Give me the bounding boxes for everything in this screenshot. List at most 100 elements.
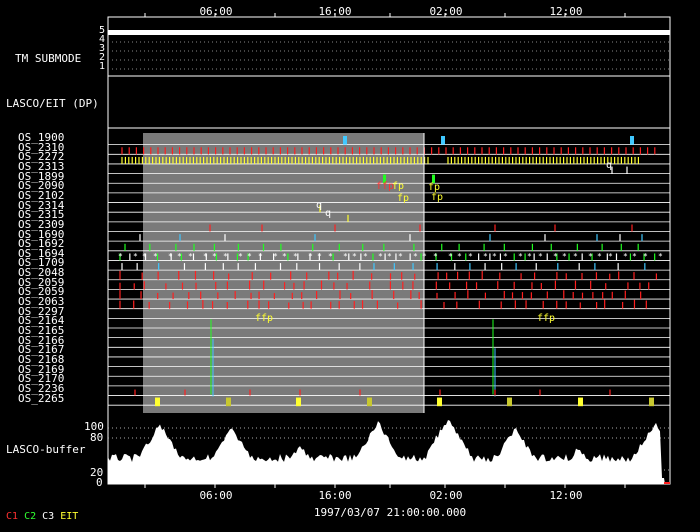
os-1694-star: *	[133, 252, 138, 261]
top-tick-0: 06:00	[199, 5, 233, 18]
os-row-label: OS_2314	[18, 198, 65, 212]
os-1694-star: *	[433, 252, 438, 261]
os-row-label: OS_2048	[18, 266, 65, 280]
os-row-label: OS_2170	[18, 372, 65, 386]
legend-eit: EIT	[60, 511, 79, 522]
os-row-label: OS_1900	[18, 131, 65, 144]
os-row-label: OS_2164	[18, 314, 65, 328]
os-2265-block	[296, 397, 301, 407]
os-row-label: OS_2272	[18, 150, 65, 164]
os-1694-star: *	[398, 252, 403, 261]
os-1694-star: *	[387, 252, 392, 261]
os-row-label: OS_1899	[18, 169, 65, 183]
buffer-label: LASCO-buffer	[6, 443, 86, 456]
os-row-label: OS_1690	[18, 227, 65, 241]
os-2265-block	[367, 397, 372, 407]
legend-c2: C2	[24, 511, 37, 522]
os-row-label: OS_2236	[18, 381, 65, 395]
lasco-eit-label: LASCO/EIT (DP)	[6, 97, 99, 110]
os-1694-star: *	[328, 252, 333, 261]
os-1899-block	[383, 174, 386, 184]
os-row-label: OS_1692	[18, 237, 65, 251]
mark-q-1: q	[316, 200, 323, 211]
os-1694-star: *	[308, 252, 313, 261]
mark-fp-4: fp	[431, 192, 444, 203]
mark-ffp-3: ffp	[537, 313, 556, 324]
footer-timestamp: 1997/03/07 21:00:00.000	[313, 506, 467, 519]
os-2265-block	[437, 397, 442, 407]
bottom-tick-3: 12:00	[549, 489, 583, 502]
os-2265-block	[507, 397, 512, 407]
os-1694-star: *	[608, 252, 613, 261]
top-tick-3: 12:00	[549, 5, 583, 18]
buffer-tick-100: 100	[84, 420, 104, 433]
os-row-label: OS_2063	[18, 295, 65, 309]
mark-q-3: q	[606, 160, 613, 171]
mark-ffp-2: ffp	[255, 313, 274, 324]
os-1694-star: *	[258, 252, 263, 261]
top-tick-1: 16:00	[318, 5, 352, 18]
mark-fp-3: fp	[428, 182, 441, 193]
os-1694-star: *	[623, 252, 628, 261]
buffer-area	[108, 420, 665, 484]
os-1694-star: *	[177, 252, 182, 261]
top-tick-2: 02:00	[429, 5, 463, 18]
os-1900-block	[441, 136, 445, 145]
os-1694-star: *	[238, 252, 243, 261]
tm-submode-label: TM SUBMODE	[15, 52, 82, 65]
os-1694-star: *	[538, 252, 543, 261]
buffer-tick-20: 20	[90, 466, 104, 479]
os-1694-star: *	[363, 252, 368, 261]
os-1694-star: *	[413, 252, 418, 261]
os-row-label: OS_2059	[18, 275, 65, 289]
buffer-tick-80: 80	[90, 431, 104, 444]
os-row-label: OS_2166	[18, 333, 65, 347]
os-row-label: OS_2059	[18, 285, 65, 299]
os-row-label: OS_2102	[18, 188, 65, 202]
os-1900-block	[343, 136, 347, 145]
bottom-tick-0: 06:00	[199, 489, 233, 502]
os-1694-star: *	[658, 252, 663, 261]
os-row-label: OS_2169	[18, 362, 65, 376]
os-2265-block	[578, 397, 583, 407]
os-2265-block	[649, 397, 654, 407]
os-1694-star: *	[527, 252, 532, 261]
os-row-label: OS_2309	[18, 217, 65, 231]
os-row-label: OS_2265	[18, 391, 65, 405]
os-1694-star: *	[293, 252, 298, 261]
os-row-label: OS_2168	[18, 352, 65, 366]
os-1694-star: *	[352, 252, 357, 261]
bottom-tick-1: 16:00	[318, 489, 352, 502]
os-1694-star: *	[632, 252, 637, 261]
os-1694-star: *	[142, 252, 147, 261]
os-1694-star: *	[553, 252, 558, 261]
os-1694-star: *	[343, 252, 348, 261]
os-1694-star: *	[573, 252, 578, 261]
os-row-label: OS_2315	[18, 208, 65, 222]
mark-ffp-1: ffp	[376, 181, 395, 192]
os-1694-star: *	[597, 252, 602, 261]
os-2265-block	[155, 397, 160, 407]
os-1694-star: *	[562, 252, 567, 261]
buffer-end-marker	[664, 482, 670, 484]
os-1694-star: *	[448, 252, 453, 261]
os-1694-star: *	[188, 252, 193, 261]
os-1694-star: *	[247, 252, 252, 261]
os-1694-star: *	[518, 252, 523, 261]
os-row-label: OS_2297	[18, 304, 65, 318]
legend-c3: C3	[42, 511, 55, 522]
os-1694-star: *	[468, 252, 473, 261]
os-1694-star: *	[483, 252, 488, 261]
os-row-label: OS_1709	[18, 256, 65, 270]
os-1899-block	[432, 174, 435, 184]
os-2265-block	[226, 397, 231, 407]
os-1694-star: *	[317, 252, 322, 261]
os-1694-star: *	[223, 252, 228, 261]
os-row-label: OS_2313	[18, 159, 65, 173]
os-1900-block	[630, 136, 634, 145]
os-row-label: OS_2310	[18, 140, 65, 154]
legend: C1 C2 C3 EIT	[6, 511, 78, 522]
os-1694-star: *	[153, 252, 158, 261]
legend-c1: C1	[6, 511, 19, 522]
